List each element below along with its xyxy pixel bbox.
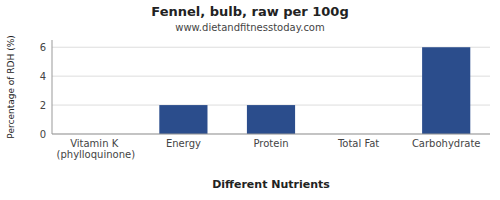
- title: Fennel, bulb, raw per 100g: [151, 4, 348, 19]
- y-axis-label: Percentage of RDH (%): [6, 35, 16, 138]
- grid: [52, 47, 490, 134]
- x-axis: [52, 134, 490, 135]
- y-tick-label: 6: [40, 42, 46, 53]
- y-axis: [52, 40, 53, 134]
- chart: Fennel, bulb, raw per 100g www.dietandfit…: [0, 0, 500, 200]
- x-tick-label: Vitamin K (phylloquinone): [57, 138, 136, 160]
- bars: [159, 47, 470, 134]
- y-tick-label: 0: [40, 129, 46, 140]
- x-tick-label-line: Vitamin K: [70, 138, 121, 149]
- grid-line: [52, 134, 490, 135]
- x-tick-label: Protein: [253, 138, 288, 149]
- x-tick-label: Energy: [166, 138, 201, 149]
- x-axis-label: Different Nutrients: [212, 178, 330, 191]
- x-tick-label-line: (phylloquinone): [57, 149, 136, 160]
- bar: [159, 105, 207, 134]
- bar: [247, 105, 295, 134]
- y-tick-label: 4: [40, 71, 46, 82]
- y-tick-label: 2: [40, 100, 46, 111]
- bar: [422, 47, 470, 134]
- x-tick-label: Carbohydrate: [412, 138, 481, 149]
- x-tick-label: Total Fat: [337, 138, 379, 149]
- subtitle: www.dietandfitnesstoday.com: [175, 22, 324, 33]
